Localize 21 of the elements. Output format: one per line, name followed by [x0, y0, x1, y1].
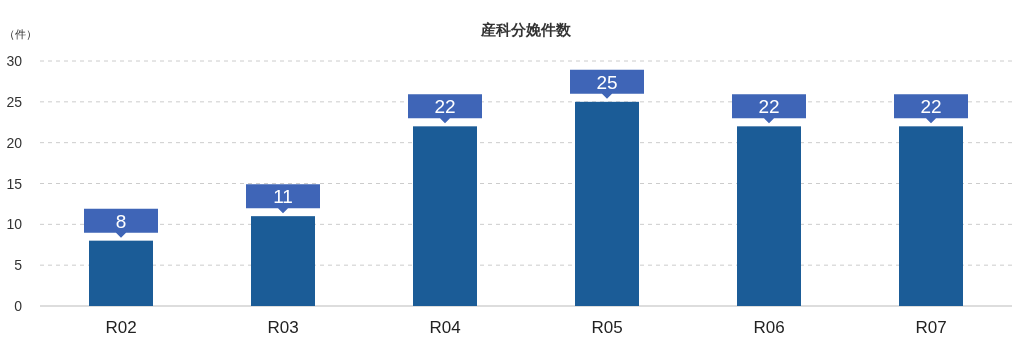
data-label: 11: [273, 186, 293, 208]
data-label: 8: [115, 210, 127, 232]
y-tick-label: 30: [6, 53, 23, 69]
y-tick-label: 25: [6, 93, 23, 110]
x-tick-label: R02: [105, 318, 137, 337]
x-tick-label: R03: [267, 318, 299, 337]
data-label: 22: [758, 96, 780, 118]
x-tick-label: R06: [753, 318, 785, 337]
data-label: 22: [434, 96, 456, 118]
y-axis-title: （件）: [4, 28, 37, 40]
x-tick-label: R07: [915, 318, 947, 337]
y-tick-label: 15: [6, 175, 23, 192]
y-tick-label: 20: [6, 134, 23, 151]
data-label: 25: [596, 71, 618, 93]
x-tick-label: R04: [429, 318, 461, 337]
y-tick-label: 5: [14, 257, 23, 274]
y-tick-label: 0: [14, 298, 23, 314]
x-tick-label: R05: [591, 318, 623, 337]
data-label: 22: [920, 96, 942, 118]
y-tick-label: 10: [6, 216, 23, 233]
chart-title: 産科分娩件数: [480, 21, 572, 38]
